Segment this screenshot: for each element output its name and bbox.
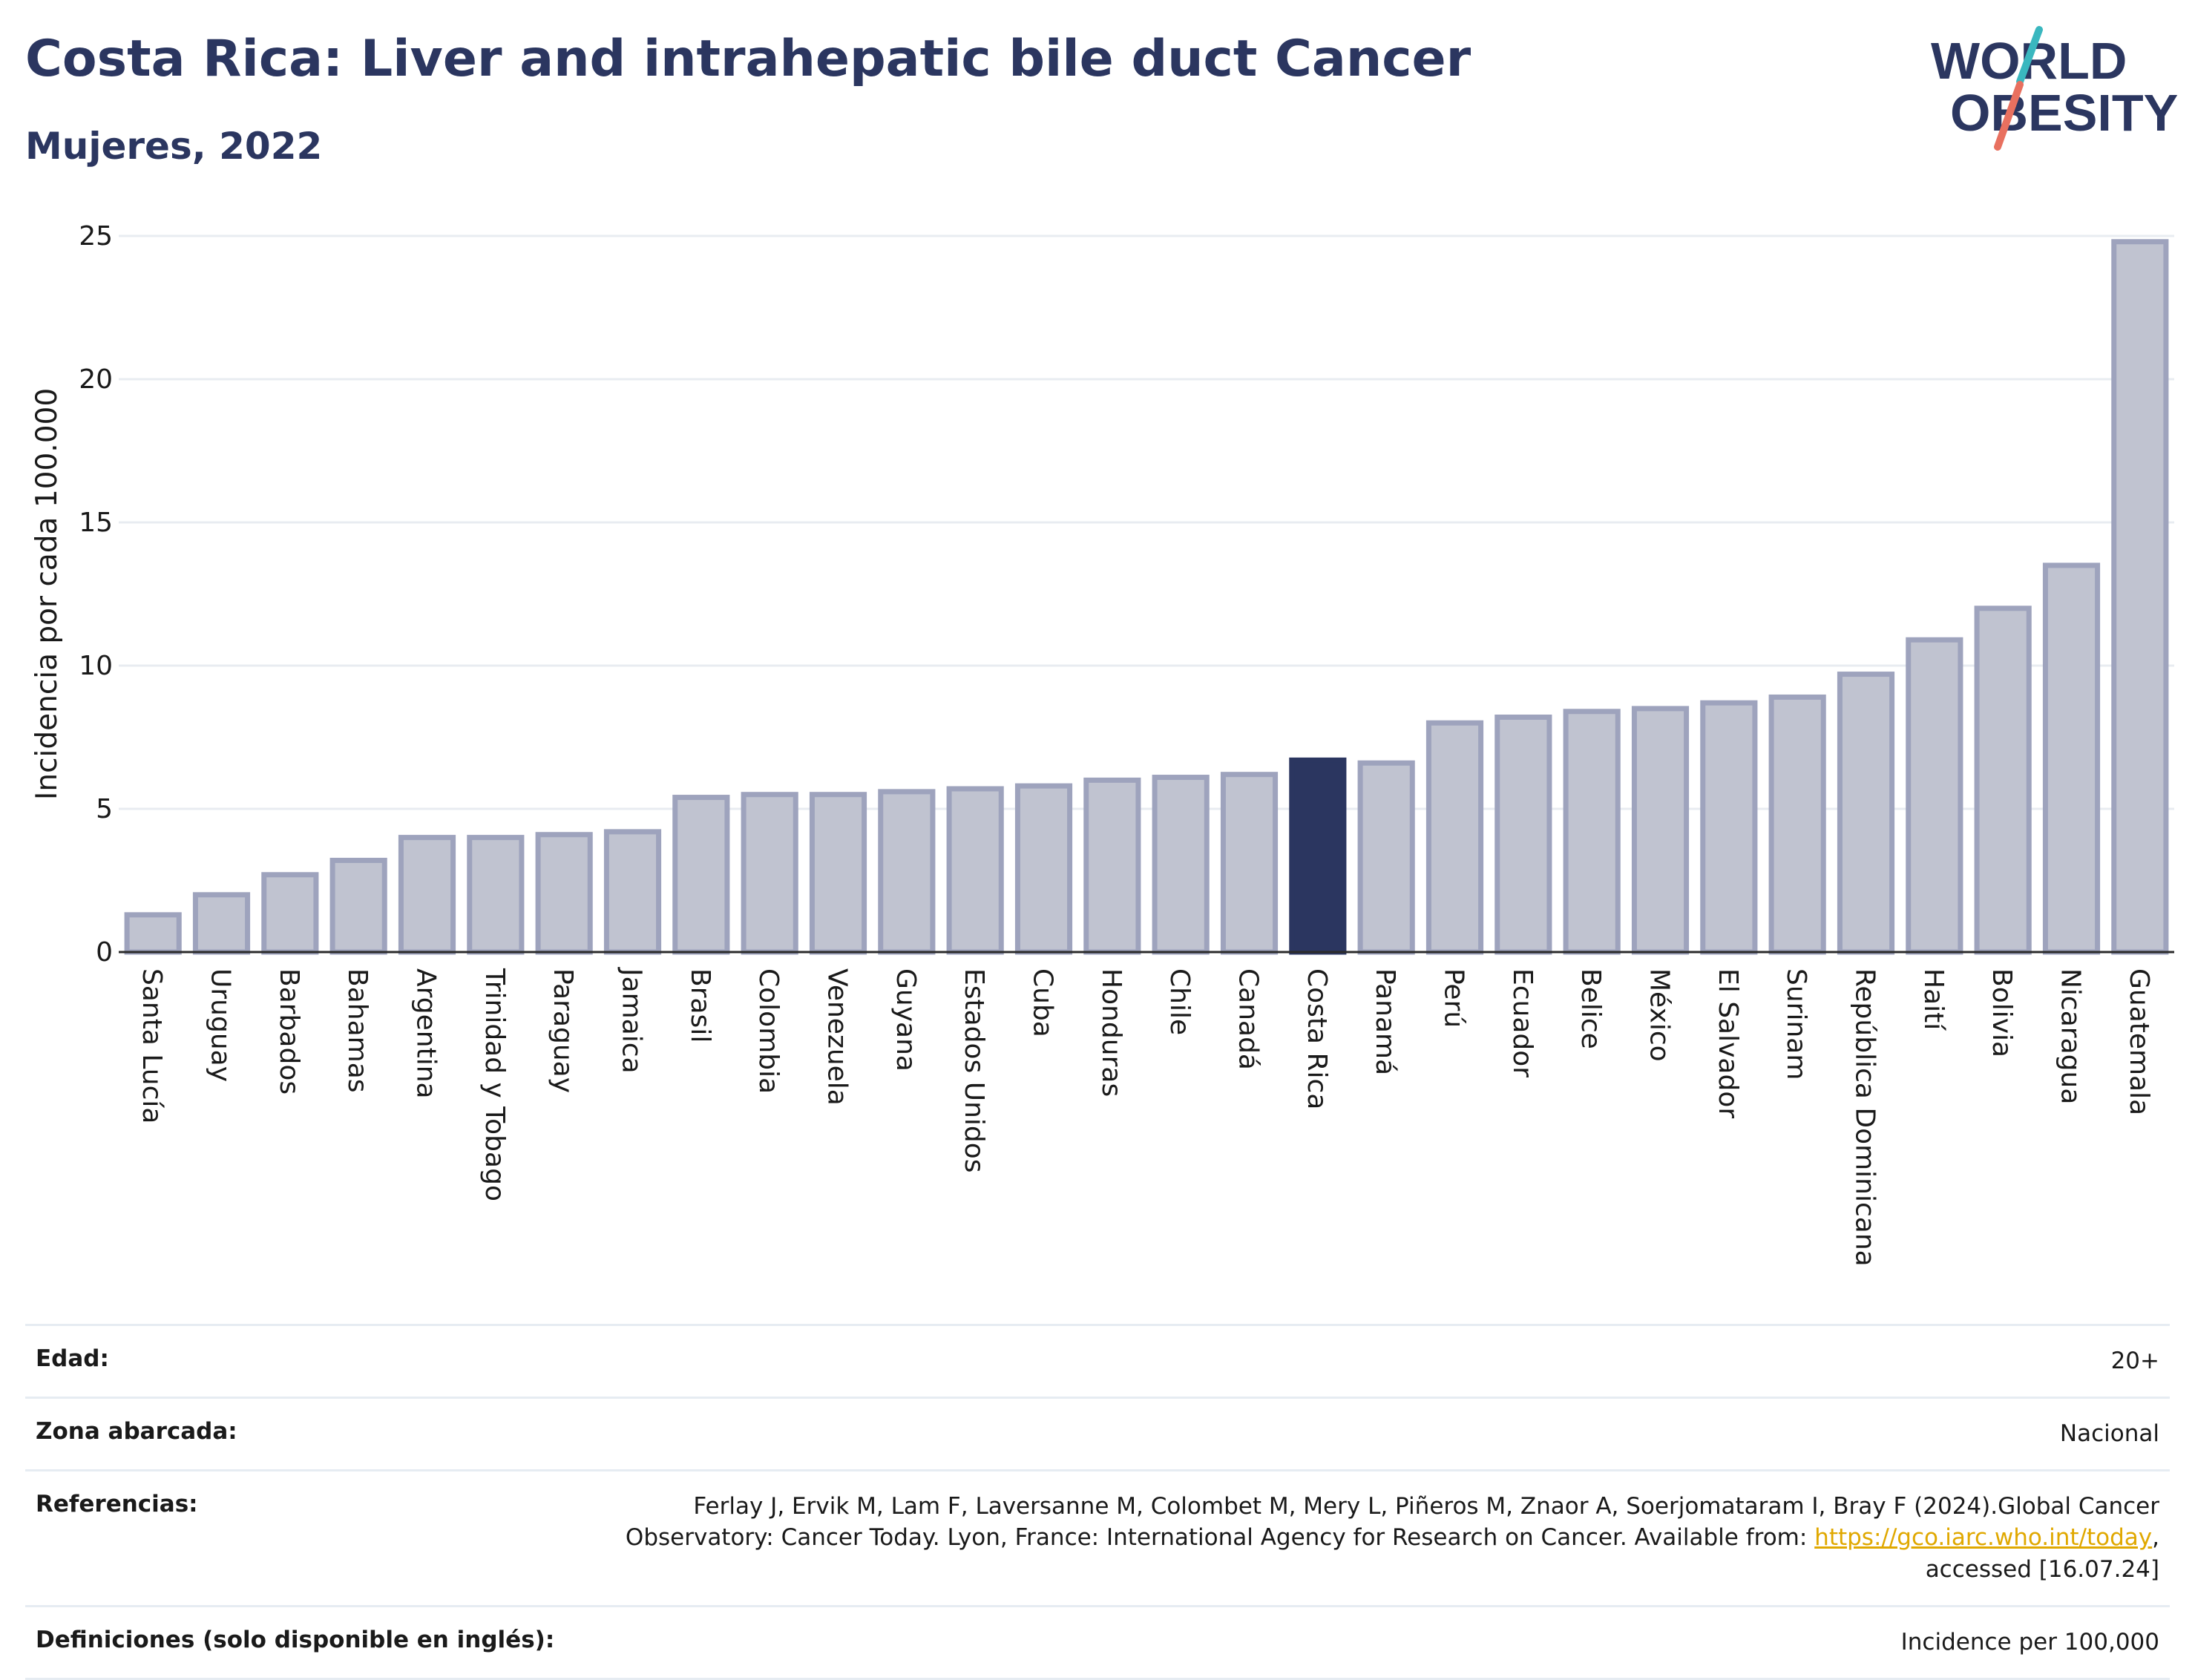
x-tick-label: Estados Unidos [959,968,989,1173]
x-tick-label: Honduras [1096,968,1126,1097]
y-tick-label: 0 [96,937,113,968]
references-text-3: , [2152,1524,2159,1552]
bar [1768,694,1826,955]
bar [1425,720,1484,955]
bar [1152,775,1210,955]
x-tick-label: El Salvador [1713,968,1743,1118]
age-value: 20+ [2110,1348,2159,1374]
x-tick-label: México [1644,968,1675,1062]
bar [672,795,730,955]
logo-text-obesity: OBESITY [1950,84,2178,142]
bar-chart: 0 5 10 15 20 25 Incidencia por cada 100.000 San… [30,221,2174,1267]
x-tick-label: Uruguay [206,968,236,1082]
zone-value: Nacional [2059,1420,2159,1447]
x-tick-label: Venezuela [822,968,853,1106]
bar [1289,757,1347,955]
x-tick-label: Trinidad y Tobago [479,968,510,1201]
x-tick-label: Bahamas [342,968,373,1093]
references-text-4: accessed [16.07.24] [1925,1556,2159,1584]
bar [261,872,319,955]
metadata-table: Edad: 20+ Zona abarcada: Nacional Refere… [25,1324,2170,1680]
x-tick-label: Cuba [1028,968,1058,1037]
bar [329,857,387,955]
meta-row-zone: Zona abarcada: Nacional [25,1396,2170,1469]
y-tick-label: 15 [79,508,113,538]
x-tick-label: Panamá [1370,968,1400,1075]
age-label: Edad: [36,1345,109,1372]
x-tick-label: Santa Lucía [137,968,167,1123]
bar [1563,709,1621,955]
y-tick-label: 10 [79,651,113,681]
bar [946,786,1004,955]
x-tick-label: Nicaragua [2055,968,2086,1104]
x-tick-label: Jamaica [617,967,647,1074]
zone-label: Zona abarcada: [36,1417,237,1445]
references-label: Referencias: [36,1490,198,1517]
bar [878,789,936,955]
x-tick-label: Guyana [890,968,921,1072]
bar [2042,562,2101,955]
bar [1631,706,1690,955]
y-tick-label: 20 [79,364,113,395]
bar [1083,777,1141,955]
bar [1014,783,1073,955]
x-tick-label: Surinam [1781,968,1811,1080]
references-value: Ferlay J, Ervik M, Lam F, Laversanne M, … [626,1491,2159,1586]
references-text-1: Ferlay J, Ervik M, Lam F, Laversanne M, … [693,1492,2159,1520]
x-tick-label: Ecuador [1507,968,1538,1077]
bar [1220,772,1279,955]
bar [603,829,662,955]
logo-slash-coral [1994,81,2024,151]
x-tick-label: Bolivia [1986,968,2017,1057]
chart-subtitle: Mujeres, 2022 [25,125,323,168]
y-axis-label: Incidencia por cada 100.000 [30,388,64,800]
y-tick-label: 5 [96,794,113,824]
meta-row-age: Edad: 20+ [25,1324,2170,1397]
x-tick-label: Guatemala [2124,968,2154,1115]
meta-row-references: Referencias: Ferlay J, Ervik M, Lam F, L… [25,1469,2170,1605]
world-obesity-logo: WORLD OBESITY [1931,26,2178,151]
bar [192,892,251,955]
x-tick-label: Colombia [753,968,784,1094]
meta-row-definitions: Definiciones (solo disponible en inglés)… [25,1604,2170,1680]
x-tick-label: República Dominicana [1850,968,1880,1267]
bar [1906,637,1963,955]
bar [809,792,867,955]
x-tick-label: Argentina [411,968,442,1099]
bar [1974,606,2032,955]
bar [467,835,525,955]
logo-slash-teal [2016,26,2043,85]
bar [124,912,182,955]
bar [398,835,456,955]
x-tick-label: Belice [1575,968,1606,1049]
bar [1357,760,1415,955]
bar [1837,672,1895,955]
chart-title: Costa Rica: Liver and intrahepatic bile … [25,30,1471,88]
bar [535,832,593,955]
definitions-value: Incidence per 100,000 [1900,1628,2159,1656]
bar [1494,714,1552,955]
y-tick-label: 25 [79,221,113,252]
definitions-label: Definiciones (solo disponible en inglés)… [36,1626,555,1653]
x-tick-label: Chile [1164,968,1195,1035]
x-tick-label: Barbados [274,968,304,1095]
bar [2111,239,2169,955]
x-tick-label: Costa Rica [1302,968,1332,1109]
bar [741,792,798,955]
references-link[interactable]: https://gco.iarc.who.int/today [1814,1524,2153,1552]
bar [1700,700,1758,955]
x-tick-label: Haití [1918,968,1949,1031]
x-tick-label: Brasil [685,968,715,1043]
x-tick-label: Perú [1439,968,1469,1028]
x-tick-label: Paraguay [548,968,578,1093]
x-tick-label: Canadá [1233,968,1264,1070]
references-text-2: Observatory: Cancer Today. Lyon, France:… [625,1524,1815,1552]
